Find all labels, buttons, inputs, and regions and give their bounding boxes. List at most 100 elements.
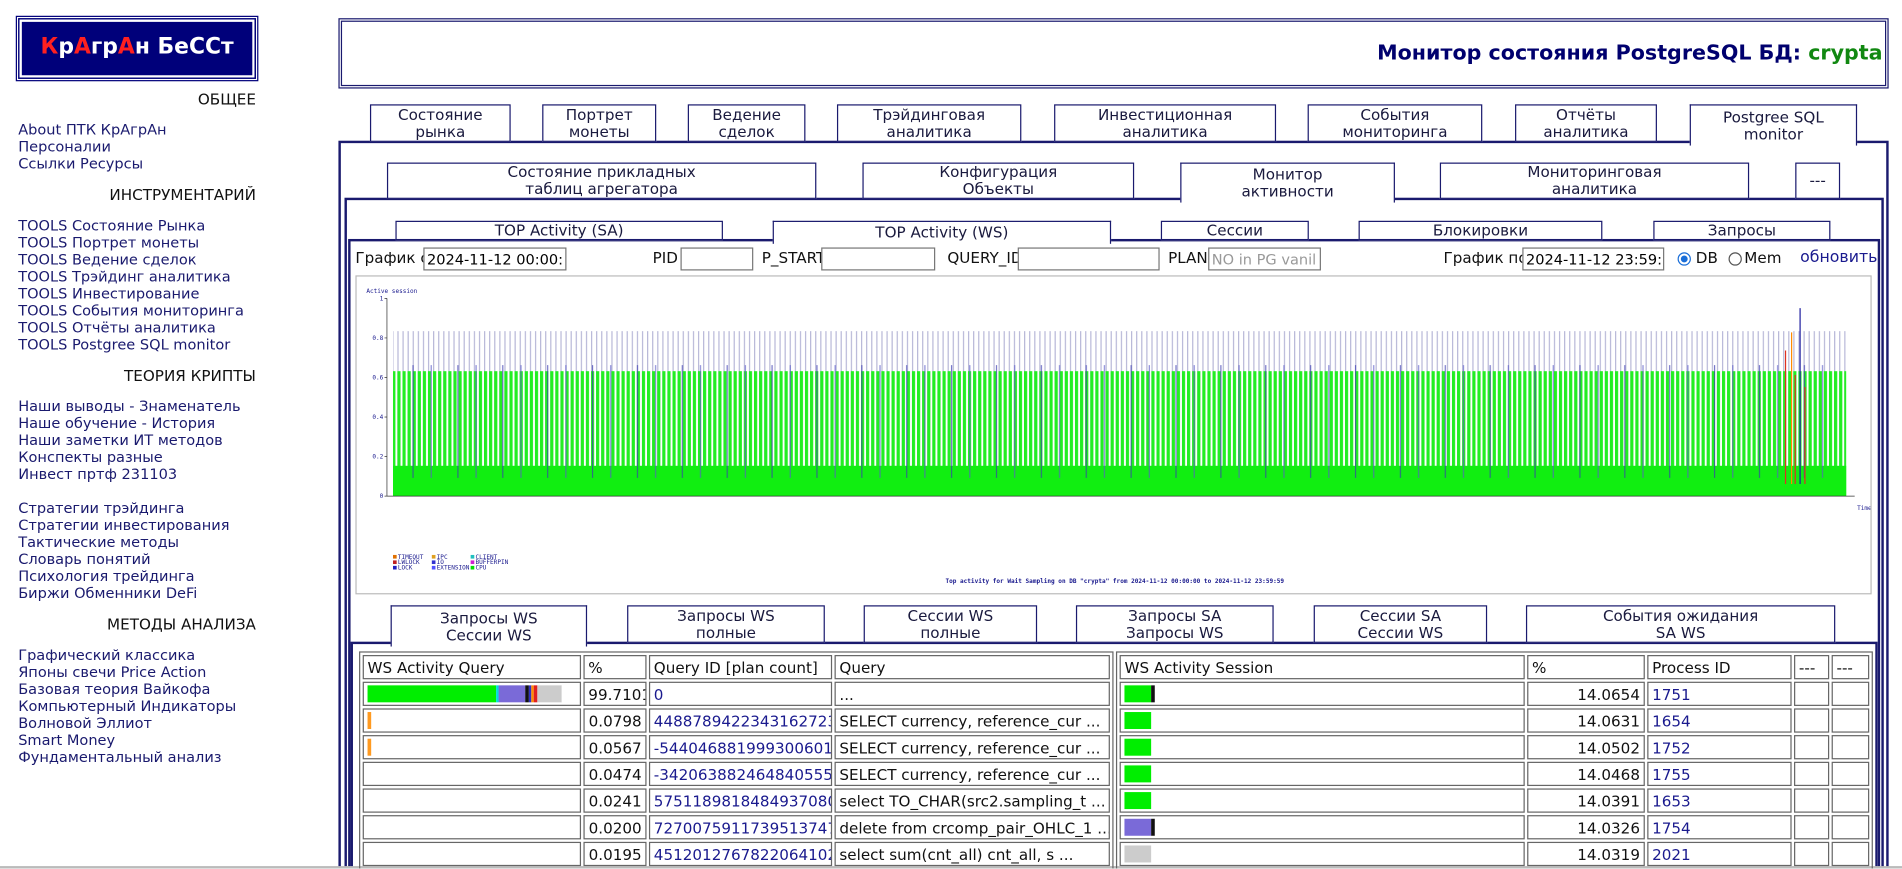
table-cell[interactable]: 1752 <box>1647 735 1791 759</box>
chart: 00.20.40.60.81Active sessionTimeTIMEOUTL… <box>357 277 1871 594</box>
tab[interactable]: События мониторинга <box>1308 104 1483 142</box>
y-tick-label: 0 <box>380 493 384 500</box>
nav-link[interactable]: Волновой Эллиот <box>18 714 256 731</box>
table-row[interactable]: 0.0567-5440468819993006011SELECT currenc… <box>363 735 1110 759</box>
nav-link[interactable]: TOOLS Postgree SQL monitor <box>18 336 256 353</box>
table-cell: 14.0326 <box>1527 815 1645 839</box>
tab[interactable]: Портрет монеты <box>542 104 656 142</box>
nav-link[interactable]: Инвест пртф 231103 <box>18 466 256 483</box>
nav-link[interactable]: TOOLS Портрет монеты <box>18 234 256 251</box>
nav-link[interactable]: Стратегии трэйдинга <box>18 500 256 517</box>
tab[interactable]: Сессии WS полные <box>864 605 1037 643</box>
table-cell[interactable]: -3420638824648405552 <box>649 762 832 786</box>
nav-link[interactable]: TOOLS События мониторинга <box>18 302 256 319</box>
tab[interactable]: Ведение сделок <box>688 104 806 142</box>
tab[interactable]: Запросы WS Сессии WS <box>391 605 588 646</box>
tab[interactable]: Мониторинговая аналитика <box>1440 163 1749 199</box>
nav-link[interactable]: TOOLS Инвестирование <box>18 285 256 302</box>
tab[interactable]: Postgree SQL monitor <box>1690 104 1857 145</box>
nav-link[interactable]: Стратегии инвестирования <box>18 517 256 534</box>
table-row[interactable]: 14.05021752 <box>1120 735 1870 759</box>
nav-link[interactable]: TOOLS Отчёты аналитика <box>18 319 256 336</box>
table-row[interactable]: 14.03192021 <box>1120 842 1870 866</box>
table-cell[interactable]: 7270075911739513747 <box>649 815 832 839</box>
table-cell[interactable]: 1755 <box>1647 762 1791 786</box>
table-cell[interactable]: 0 <box>649 682 832 706</box>
input-field[interactable] <box>1522 247 1664 270</box>
table-row[interactable]: 0.07984488789422343162723SELECT currency… <box>363 708 1110 732</box>
tab[interactable]: Монитор активности <box>1180 163 1395 203</box>
input-field[interactable] <box>821 247 935 270</box>
tab[interactable]: Запросы WS полные <box>627 605 825 643</box>
bar-segment <box>1151 819 1155 836</box>
tab[interactable]: Запросы SA Запросы WS <box>1076 605 1274 643</box>
header-cell: Process ID <box>1647 655 1791 679</box>
nav-link[interactable]: Наши заметки ИТ методов <box>18 432 256 449</box>
table-cell[interactable]: 1654 <box>1647 708 1791 732</box>
tab[interactable]: Сессии SA Сессии WS <box>1314 605 1487 643</box>
nav-link[interactable]: Японы свечи Price Action <box>18 664 256 681</box>
tab[interactable]: Конфигурация Объекты <box>862 163 1134 199</box>
tab[interactable]: --- <box>1795 163 1840 199</box>
tab[interactable]: TOP Activity (SA) <box>395 221 723 240</box>
nav-link[interactable]: Ссылки Ресурсы <box>18 155 256 172</box>
nav-link[interactable]: Тактические методы <box>18 534 256 551</box>
nav-link[interactable]: TOOLS Состояние Рынка <box>18 217 256 234</box>
nav-link[interactable]: Персоналии <box>18 138 256 155</box>
nav-link[interactable]: Smart Money <box>18 731 256 748</box>
bar-segment <box>1124 792 1151 809</box>
nav-link[interactable]: Конспекты разные <box>18 449 256 466</box>
tab[interactable]: Сессии <box>1161 221 1309 240</box>
table-row[interactable]: 0.02415751189818484937080select TO_CHAR(… <box>363 788 1110 812</box>
table-row[interactable]: 0.01954512012767822064102select sum(cnt_… <box>363 842 1110 866</box>
nav-link[interactable]: Биржи Обменники DeFi <box>18 585 256 602</box>
table-row[interactable]: 14.06541751 <box>1120 682 1870 706</box>
nav-link[interactable]: TOOLS Трэйдинг аналитика <box>18 268 256 285</box>
table-row[interactable]: 0.0474-3420638824648405552SELECT currenc… <box>363 762 1110 786</box>
table-cell[interactable]: 5751189818484937080 <box>649 788 832 812</box>
nav-link[interactable]: Графический классика <box>18 647 256 664</box>
tab[interactable]: TOP Activity (WS) <box>773 221 1111 244</box>
nav-link[interactable]: Базовая теория Вайкофа <box>18 680 256 697</box>
nav-link[interactable]: Фундаментальный анализ <box>18 748 256 765</box>
field-label: Mem <box>1744 249 1781 268</box>
table-row[interactable]: 14.04681755 <box>1120 762 1870 786</box>
radio[interactable] <box>1729 252 1742 265</box>
header-row: WS Activity Query%Query ID [plan count]Q… <box>363 655 1110 679</box>
tab[interactable]: Состояние рынка <box>370 104 511 142</box>
nav-link[interactable]: About ПТК КрАгрАн <box>18 121 256 138</box>
tab[interactable]: Состояние прикладных таблиц агрегатора <box>387 163 816 199</box>
table-row[interactable]: 14.06311654 <box>1120 708 1870 732</box>
tab[interactable]: Запросы <box>1653 221 1830 240</box>
tab[interactable]: События ожидания SA WS <box>1526 605 1835 643</box>
input-field[interactable] <box>423 247 566 270</box>
nav-link[interactable]: Психология трейдинга <box>18 568 256 585</box>
table-cell[interactable]: 1751 <box>1647 682 1791 706</box>
nav-link[interactable]: Компьютерный Индикаторы <box>18 697 256 714</box>
input-field[interactable] <box>1208 247 1321 270</box>
table-cell[interactable]: 1754 <box>1647 815 1791 839</box>
input-field[interactable] <box>1018 247 1160 270</box>
table-cell[interactable]: -5440468819993006011 <box>649 735 832 759</box>
table-row[interactable]: 14.03261754 <box>1120 815 1870 839</box>
table-cell[interactable]: 4488789422343162723 <box>649 708 832 732</box>
tab[interactable]: Блокировки <box>1359 221 1603 240</box>
logo[interactable]: КрАгрАн БеССт <box>18 18 256 79</box>
tab[interactable]: Инвестиционная аналитика <box>1054 104 1276 142</box>
input-field[interactable] <box>680 247 753 270</box>
nav-link[interactable]: Наше обучение - История <box>18 415 256 432</box>
y-axis-label: Active session <box>366 288 417 295</box>
nav-link[interactable]: Наши выводы - Знаменатель <box>18 398 256 415</box>
table-row[interactable]: 0.02007270075911739513747delete from crc… <box>363 815 1110 839</box>
nav-link[interactable]: TOOLS Ведение сделок <box>18 251 256 268</box>
table-row[interactable]: 99.71010... <box>363 682 1110 706</box>
tab[interactable]: Трэйдинговая аналитика <box>837 104 1021 142</box>
refresh-link[interactable]: обновить <box>1800 249 1877 268</box>
nav-link[interactable]: Словарь понятий <box>18 551 256 568</box>
table-row[interactable]: 14.03911653 <box>1120 788 1870 812</box>
radio[interactable] <box>1678 252 1691 265</box>
tab[interactable]: Отчёты аналитика <box>1515 104 1657 142</box>
table-cell[interactable]: 2021 <box>1647 842 1791 866</box>
table-cell[interactable]: 4512012767822064102 <box>649 842 832 866</box>
table-cell[interactable]: 1653 <box>1647 788 1791 812</box>
